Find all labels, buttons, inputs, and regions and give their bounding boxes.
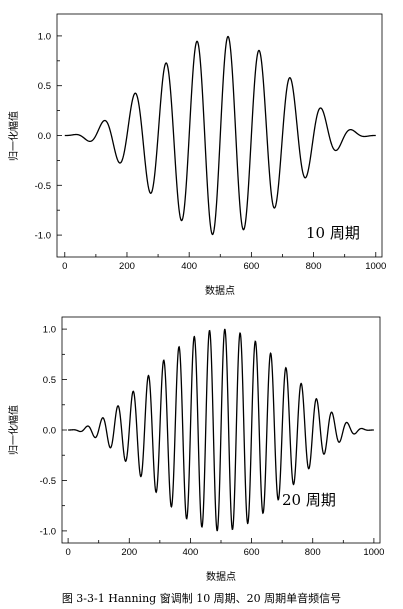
x-tick-label: 800 xyxy=(305,547,321,558)
x-tick-label: 600 xyxy=(243,261,259,272)
chart-20-cycles: 0 200 400 600 800 1000 1.0 0.5 0.0 -0.5 -1.0 20 周… xyxy=(7,316,384,583)
cycle-annotation: 10 周期 xyxy=(306,224,360,242)
y-tick-label: 0.5 xyxy=(43,375,56,386)
x-tick-label: 1000 xyxy=(363,547,384,558)
plot-frame xyxy=(56,13,383,258)
x-tick-label: 0 xyxy=(65,547,70,558)
y-tick-label: -0.5 xyxy=(35,181,51,192)
x-axis-ticks: 0 200 400 600 800 1000 xyxy=(65,538,384,558)
y-tick-label: 0.0 xyxy=(38,131,51,142)
y-tick-label: 0.5 xyxy=(38,81,51,92)
y-axis-title: 归一化幅值 xyxy=(7,111,20,161)
y-tick-label: 0.0 xyxy=(43,426,56,437)
y-tick-label: -1.0 xyxy=(40,526,56,537)
signal-line xyxy=(68,328,374,532)
x-tick-label: 400 xyxy=(182,547,198,558)
figure: 0 200 400 600 800 1000 1.0 0.5 0.0 -0.5 -1.0 10 周… xyxy=(7,13,386,583)
x-tick-label: 0 xyxy=(62,261,67,272)
y-tick-label: 1.0 xyxy=(38,31,51,42)
y-axis-ticks: 1.0 0.5 0.0 -0.5 -1.0 xyxy=(35,31,62,242)
x-axis-title: 数据点 xyxy=(206,570,236,583)
y-tick-label: 1.0 xyxy=(43,325,56,336)
y-tick-label: -0.5 xyxy=(40,476,56,487)
chart-10-cycles: 0 200 400 600 800 1000 1.0 0.5 0.0 -0.5 -1.0 10 周… xyxy=(7,13,386,297)
y-axis-ticks: 1.0 0.5 0.0 -0.5 -1.0 xyxy=(40,325,67,537)
x-tick-label: 400 xyxy=(181,261,197,272)
x-tick-label: 600 xyxy=(244,547,260,558)
x-tick-label: 200 xyxy=(121,547,137,558)
x-axis-title: 数据点 xyxy=(205,284,235,297)
x-tick-label: 800 xyxy=(306,261,322,272)
x-axis-ticks: 0 200 400 600 800 1000 xyxy=(62,252,386,272)
x-tick-label: 1000 xyxy=(365,261,386,272)
y-tick-label: -1.0 xyxy=(35,231,51,242)
signal-line xyxy=(64,35,376,236)
x-tick-label: 200 xyxy=(119,261,135,272)
cycle-annotation: 20 周期 xyxy=(282,491,336,509)
y-axis-title: 归一化幅值 xyxy=(7,405,20,455)
figure-caption: 图 3-3-1 Hanning 窗调制 10 周期、20 周期单音频信号 xyxy=(61,592,342,605)
